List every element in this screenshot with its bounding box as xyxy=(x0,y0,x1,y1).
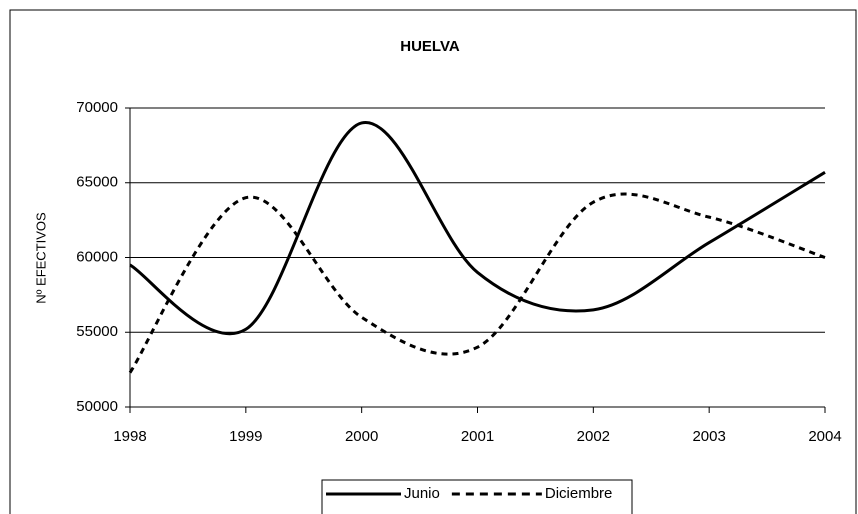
y-tick-label: 55000 xyxy=(76,323,118,340)
y-tick-label: 50000 xyxy=(76,398,118,415)
y-tick-label: 70000 xyxy=(76,99,118,116)
x-tick-label: 1998 xyxy=(113,428,146,445)
x-tick-label: 2003 xyxy=(692,428,725,445)
series-line xyxy=(129,121,826,336)
x-tick-label: 2004 xyxy=(808,428,841,445)
chart-border xyxy=(9,9,857,514)
x-tick-label: 2001 xyxy=(461,428,494,445)
y-tick-label: 65000 xyxy=(76,174,118,191)
x-tick-label: 1999 xyxy=(229,428,262,445)
legend-label: Diciembre xyxy=(545,485,613,502)
y-tick-label: 60000 xyxy=(76,248,118,265)
legend xyxy=(321,479,633,514)
x-tick-label: 2000 xyxy=(345,428,378,445)
legend-label: Junio xyxy=(404,485,440,502)
y-axis-label: Nº EFECTIVOS xyxy=(33,212,48,304)
chart-title: HUELVA xyxy=(400,38,460,55)
x-tick-label: 2002 xyxy=(577,428,610,445)
